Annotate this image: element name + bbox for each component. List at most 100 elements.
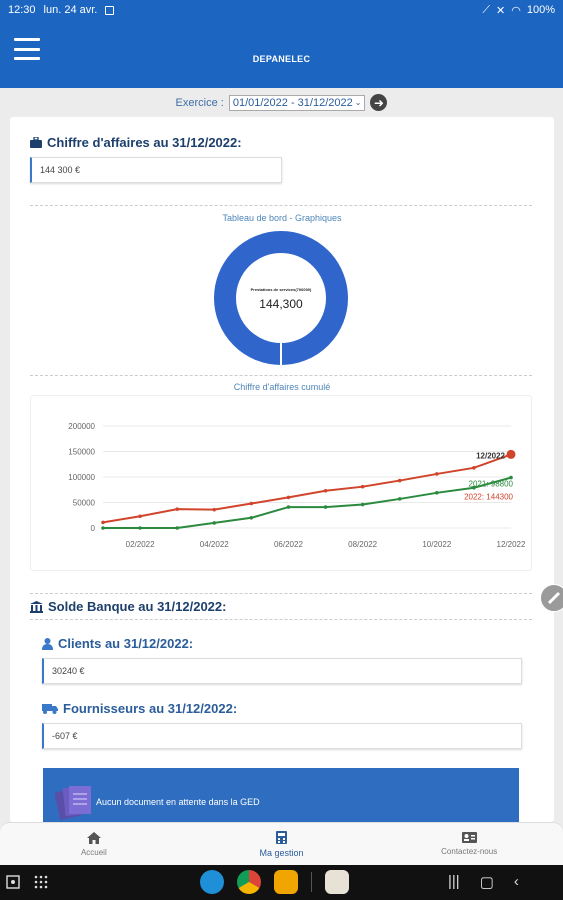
y-tick-label: 150000 — [68, 448, 95, 457]
fournisseurs-value: -607 € — [52, 731, 78, 741]
exercice-select[interactable]: 01/01/2022 - 31/12/2022 ⌄ — [228, 94, 366, 111]
nav-contact-label: Contactez-nous — [441, 847, 498, 856]
x-tick-label: 04/2022 — [200, 540, 229, 549]
exercice-label: Exercice : — [175, 96, 224, 109]
x-tick-label: 06/2022 — [274, 540, 303, 549]
dashboard-title: Tableau de bord - Graphiques — [222, 213, 342, 223]
y-tick-label: 0 — [91, 524, 96, 533]
tooltip-title: 12/2022 — [476, 452, 505, 461]
arrow-right-icon: ➜ — [373, 95, 384, 110]
tooltip-line-2022: 2022: 144300 — [464, 493, 513, 502]
divider — [30, 205, 532, 206]
truck-icon — [42, 704, 58, 714]
calculator-icon — [276, 830, 287, 844]
briefcase-icon — [30, 137, 42, 148]
go-arrow-button[interactable]: ➜ — [370, 94, 388, 111]
data-point-2022 — [397, 478, 402, 483]
nav-ma-gestion-label: Ma gestion — [259, 847, 304, 858]
app-title: DEPANELEC — [252, 54, 311, 64]
data-point-2021 — [472, 485, 476, 490]
main-card: Chiffre d'affaires au 31/12/2022: 144 30… — [10, 117, 554, 822]
x-tick-label: 12/2022 — [497, 540, 526, 549]
donut-value: 144,300 — [259, 297, 303, 311]
signal-icon: ⟋ — [482, 3, 491, 16]
chrome-app-icon[interactable] — [237, 870, 261, 894]
ged-banner[interactable]: Aucun document en attente dans la GED — [43, 768, 519, 822]
series-line-2021 — [103, 476, 512, 529]
nav-accueil[interactable]: Accueil — [0, 823, 188, 865]
app-launcher-icon[interactable] — [325, 870, 349, 894]
files-app-icon[interactable] — [274, 870, 298, 894]
data-point-2022 — [286, 495, 291, 500]
banque-heading: Solde Banque au 31/12/2022: — [30, 599, 226, 614]
data-point-2022 — [101, 520, 105, 525]
recents-icon[interactable]: ||| — [448, 873, 460, 890]
data-point-2022 — [360, 484, 365, 489]
status-time: 12:30 — [8, 4, 36, 16]
fournisseurs-heading: Fournisseurs au 31/12/2022: — [42, 701, 237, 716]
donut-label: Prestations de services(706000) — [250, 287, 312, 292]
mute-icon: ✕ — [496, 4, 506, 17]
pencil-icon — [547, 591, 561, 605]
chiffre-affaires-value-box: 144 300 € — [30, 157, 282, 183]
apps-grid-icon[interactable] — [34, 875, 48, 889]
data-point-2022 — [435, 472, 439, 476]
chiffre-affaires-value: 144 300 € — [40, 165, 81, 175]
status-bar: 12:30 lun. 24 avr. ⟋ ✕ ◠ 100% — [0, 0, 563, 20]
exercice-value: 01/01/2022 - 31/12/2022 — [232, 96, 353, 109]
nav-ma-gestion[interactable]: Ma gestion — [188, 823, 376, 865]
chevron-down-icon: ⌄ — [354, 98, 362, 107]
skype-app-icon[interactable] — [200, 870, 224, 894]
chiffre-affaires-heading: Chiffre d'affaires au 31/12/2022: — [30, 135, 242, 150]
nav-contact[interactable]: Contactez-nous — [375, 823, 563, 865]
ged-text: Aucun document en attente dans la GED — [96, 797, 260, 807]
system-nav-bar: ||| ▢ ‹ — [0, 865, 563, 900]
bottom-nav: Accueil Ma gestion Contactez-nous — [0, 822, 563, 865]
app-bar: DEPANELEC — [0, 20, 563, 88]
menu-icon[interactable] — [14, 38, 40, 60]
data-point-2021 — [397, 497, 402, 501]
divider — [30, 375, 532, 376]
back-icon[interactable]: ‹ — [513, 873, 519, 890]
screenshot-icon[interactable] — [6, 875, 20, 889]
divider — [30, 619, 532, 620]
dock-divider — [311, 872, 312, 892]
data-point-2021 — [212, 521, 217, 525]
data-point-2022 — [212, 507, 217, 512]
data-point-2022 — [323, 488, 328, 493]
x-tick-label: 10/2022 — [422, 540, 451, 549]
contact-card-icon — [461, 832, 477, 843]
y-tick-label: 100000 — [68, 473, 95, 482]
data-point-2021 — [509, 475, 513, 480]
data-point-2021 — [323, 505, 328, 509]
status-date: lun. 24 avr. — [43, 4, 98, 16]
x-tick-label: 02/2022 — [126, 540, 155, 549]
data-point-2022 — [175, 507, 179, 511]
clients-value-box: 30240 € — [42, 658, 522, 684]
battery-level: 100% — [526, 4, 555, 16]
y-tick-label: 50000 — [73, 499, 96, 508]
banque-title: Solde Banque au 31/12/2022: — [48, 599, 227, 614]
divider — [30, 593, 532, 594]
chiffre-affaires-title: Chiffre d'affaires au 31/12/2022: — [47, 135, 242, 150]
donut-chart[interactable] — [214, 231, 348, 365]
cumul-chart-svg: 0 50000 100000 150000 200000 02/2022 04/2022 06… — [68, 422, 526, 549]
data-point-2021 — [175, 526, 179, 530]
clients-heading: Clients au 31/12/2022: — [42, 636, 193, 651]
home-button-icon[interactable]: ▢ — [479, 874, 494, 891]
scroll-handle[interactable] — [540, 584, 563, 612]
data-point-2022 — [472, 466, 476, 470]
cumul-chart: 0 50000 100000 150000 200000 02/2022 04/2022 06… — [30, 395, 532, 571]
documents-icon — [55, 785, 91, 820]
nav-accueil-label: Accueil — [80, 847, 107, 857]
notification-icon — [105, 5, 115, 15]
data-point-2022 — [249, 501, 254, 506]
series-line-2022 — [102, 453, 512, 524]
cumul-title: Chiffre d'affaires cumulé — [233, 382, 331, 392]
data-point-2021 — [249, 516, 254, 520]
tooltip-line-2021: 2021: 98800 — [469, 480, 514, 489]
user-icon — [42, 637, 53, 650]
fournisseurs-value-box: -607 € — [42, 723, 522, 749]
data-point-2021 — [101, 526, 105, 530]
data-point-2022 — [506, 449, 516, 459]
